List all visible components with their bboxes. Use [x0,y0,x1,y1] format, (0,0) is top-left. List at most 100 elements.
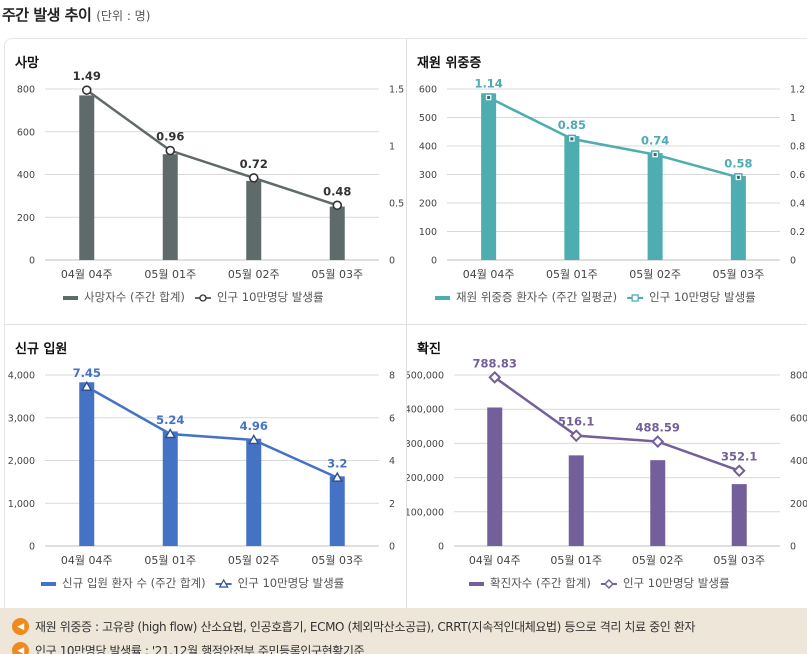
bar [730,175,746,260]
x-tick-label: 04월 04주 [463,268,515,281]
chart-title: 신규 입원 [15,342,68,357]
right-tick-label: 0 [790,256,796,267]
line-marker [332,200,343,211]
bar [650,460,666,546]
data-label: 0.74 [641,134,669,148]
right-tick-label: 0.4 [790,199,805,210]
right-tick-label: 1 [790,113,796,124]
data-label: 0.58 [724,156,752,170]
bar [647,153,663,260]
right-tick-label: 8 [389,371,395,382]
legend-bar-label: 재원 위중증 환자수 (주간 일평균) [456,290,617,304]
x-tick-label: 05월 03주 [713,268,765,281]
data-label: 488.59 [636,421,680,435]
x-tick-label: 04월 04주 [61,268,113,281]
data-label: 3.2 [327,457,347,471]
line-marker-dot [736,175,740,179]
x-tick-label: 04월 04주 [61,554,113,567]
bar [162,154,178,260]
chart-grid: 사망 0 200 400 600 800 0 0.5 1 1.5 04월 04주 05월 01주 05… [4,38,807,610]
speaker-icon: ◀ [12,642,29,654]
data-label: 0.72 [240,157,268,171]
right-tick-label: 0.6 [790,170,805,181]
right-tick-label: 0 [389,542,395,553]
legend-bar-swatch [435,296,450,300]
legend-bar-label: 사망자수 (주간 합계) [84,290,185,304]
footnotes: ◀ 재원 위중증 : 고유량 (high flow) 산소요법, 인공호흡기, … [0,608,807,654]
left-tick-label: 100 [419,227,437,238]
bar [79,95,95,260]
right-tick-label: 1.5 [389,85,404,96]
line-marker [569,429,583,443]
chart-panel-severe: 재원 위중증 0 100 200 300 400 500 600 0 0.2 0.4 0.6 0.8 1… [407,38,807,325]
right-tick-label: 0.8 [790,142,805,153]
line-marker [651,435,665,448]
left-tick-label: 300 [419,170,437,181]
right-tick-label: 200 [790,499,807,510]
x-tick-label: 05월 03주 [311,554,363,567]
data-label: 7.45 [73,366,101,380]
left-tick-label: 600 [17,127,35,138]
x-tick-label: 05월 02주 [629,268,681,281]
line-marker [732,464,746,478]
line-marker [165,145,176,156]
line-marker [488,370,502,384]
right-tick-label: 0.5 [389,199,404,210]
unit-label: (단위 : 명) [96,9,151,23]
x-tick-label: 05월 03주 [311,268,363,281]
data-label: 0.48 [323,184,351,198]
chart-title: 재원 위중증 [417,56,482,71]
right-tick-label: 4 [389,456,395,467]
left-tick-label: 0 [431,256,437,267]
x-tick-label: 05월 03주 [713,554,765,567]
line-marker [331,471,343,482]
bar [564,136,580,260]
chart-confirmed: 0 100,000 200,000 300,000 400,000 500,000 0 200… [407,356,807,590]
left-tick-label: 400 [17,170,35,181]
chart-panel-admissions: 신규 입원 0 1,000 2,000 3,000 4,000 0 2 4 6 8 04월 04주 0… [4,325,407,610]
rate-line [494,376,740,472]
right-tick-label: 1 [389,142,395,153]
bar [487,407,503,546]
left-tick-label: 400,000 [407,405,444,416]
bar [79,382,95,546]
legend-bar-label: 신규 입원 환자 수 (주간 합계) [62,576,206,590]
legend-line-label: 인구 10만명당 발생률 [649,290,756,304]
legend-line-label: 인구 10만명당 발생률 [623,576,730,590]
left-tick-label: 4,000 [8,371,35,382]
chart-title: 확진 [417,342,441,357]
bar [246,438,262,546]
footnote-text: 인구 10만명당 발생률 : '21.12월 행정안전부 주민등록인구현황기준 [35,644,365,654]
line-marker [81,380,93,391]
left-tick-label: 1,000 [8,499,35,510]
line-marker [81,85,92,95]
chart-severe: 0 100 200 300 400 500 600 0 0.2 0.4 0.6 0.8 1 1.2 04월 … [419,77,805,304]
right-tick-label: 2 [389,499,395,510]
legend-bar-label: 확진자수 (주간 합계) [490,576,591,590]
legend-bar-swatch [469,582,484,586]
left-tick-label: 800 [17,85,35,96]
left-tick-label: 600 [419,85,437,96]
left-tick-label: 200,000 [407,473,444,484]
left-tick-label: 0 [29,542,35,553]
legend-marker [603,578,614,590]
bar [329,476,345,546]
footnote-severe: ◀ 재원 위중증 : 고유량 (high flow) 산소요법, 인공호흡기, … [12,618,695,635]
legend-marker [631,294,639,302]
left-tick-label: 0 [29,256,35,267]
left-tick-label: 200 [17,213,35,224]
x-tick-label: 05월 02주 [632,554,684,567]
x-tick-label: 05월 02주 [228,268,280,281]
chart-deaths: 0 200 400 600 800 0 0.5 1 1.5 04월 04주 05월 01주 05월 0… [17,69,404,304]
right-tick-label: 400 [790,456,807,467]
legend-marker [199,294,207,302]
line-marker [248,434,260,445]
bar [162,431,178,546]
left-tick-label: 400 [419,142,437,153]
data-label: 0.85 [558,118,586,132]
right-tick-label: 1.2 [790,85,805,96]
data-label: 5.24 [156,413,184,427]
line-marker-dot [487,96,491,100]
data-label: 1.49 [73,69,101,83]
right-tick-label: 0.2 [790,227,805,238]
